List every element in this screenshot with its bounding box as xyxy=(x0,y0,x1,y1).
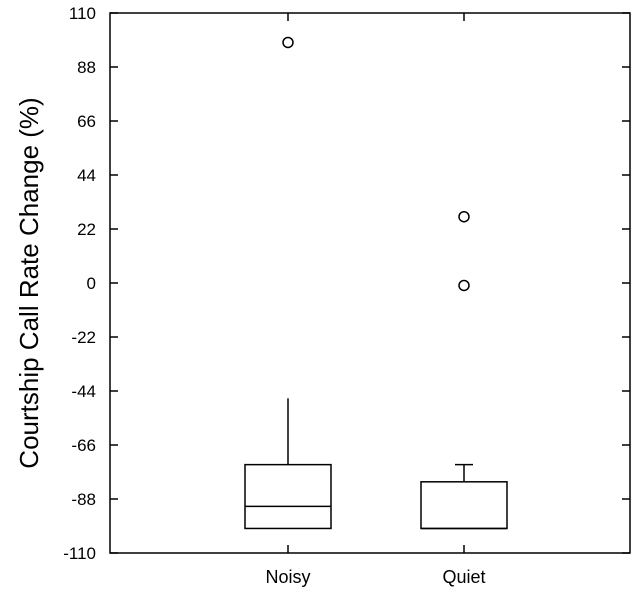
box-iqr xyxy=(244,463,332,530)
outlier-point xyxy=(282,36,294,49)
y-tick-label: 0 xyxy=(87,274,96,293)
box-noisy xyxy=(244,36,332,530)
plot-frame xyxy=(109,12,631,554)
y-axis-ticks: 110 88 66 44 22 0 -22 -44 -66 -88 -110 xyxy=(63,4,630,563)
y-tick-label: -88 xyxy=(71,490,96,509)
y-tick-label: 88 xyxy=(77,58,96,77)
box-quiet xyxy=(420,210,508,530)
y-tick-label: -44 xyxy=(71,382,96,401)
y-tick-label: 66 xyxy=(77,112,96,131)
boxes xyxy=(244,36,508,530)
y-tick-label: 44 xyxy=(77,166,96,185)
y-tick-label: 22 xyxy=(77,220,96,239)
x-category-label: Noisy xyxy=(265,567,310,587)
y-tick-label: -66 xyxy=(71,436,96,455)
box-iqr xyxy=(420,481,508,530)
y-axis-title: Courtship Call Rate Change (%) xyxy=(14,97,44,468)
x-axis-labels: Noisy Quiet xyxy=(265,13,486,587)
y-tick-label: -22 xyxy=(71,328,96,347)
outlier-point xyxy=(458,279,470,292)
x-category-label: Quiet xyxy=(442,567,485,587)
outlier-point xyxy=(458,210,470,223)
y-tick-label: 110 xyxy=(69,4,96,23)
y-tick-label: -110 xyxy=(63,544,96,563)
